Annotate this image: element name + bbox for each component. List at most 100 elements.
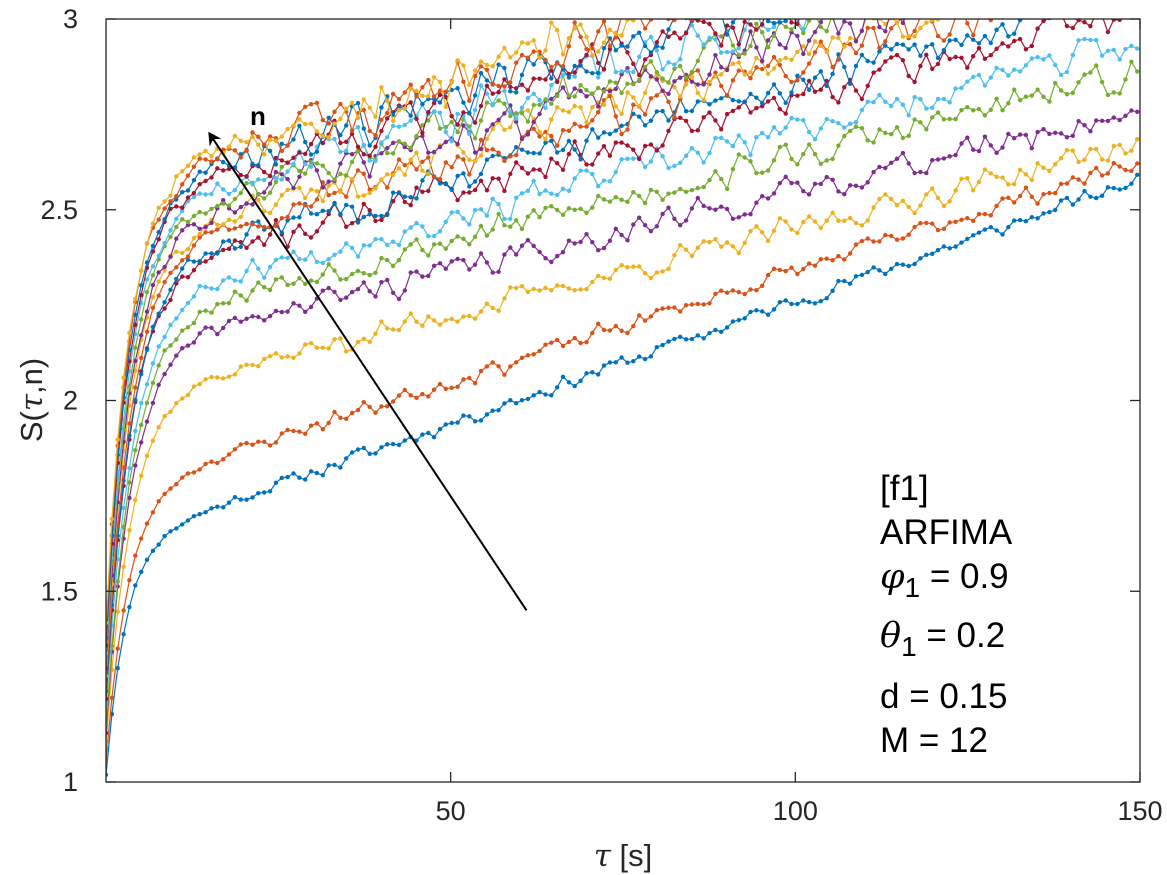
data-point bbox=[338, 116, 343, 122]
data-point bbox=[508, 109, 513, 115]
data-point bbox=[572, 241, 577, 246]
data-point bbox=[555, 161, 560, 166]
data-point bbox=[449, 238, 454, 244]
data-point bbox=[560, 283, 566, 289]
data-point bbox=[361, 143, 366, 148]
data-point bbox=[1082, 36, 1087, 42]
data-point bbox=[379, 404, 384, 409]
data-point bbox=[109, 516, 115, 522]
data-point bbox=[144, 557, 150, 562]
data-point bbox=[1100, 14, 1104, 18]
data-point bbox=[631, 359, 636, 364]
data-point bbox=[689, 187, 695, 193]
data-point bbox=[642, 112, 648, 117]
data-point bbox=[297, 123, 302, 128]
data-point bbox=[484, 100, 490, 105]
data-point bbox=[572, 26, 577, 31]
data-point bbox=[355, 287, 361, 292]
data-point bbox=[478, 251, 484, 256]
data-point bbox=[373, 451, 378, 456]
data-point bbox=[584, 162, 589, 167]
data-point bbox=[889, 196, 894, 202]
data-point bbox=[842, 125, 847, 130]
data-point bbox=[941, 244, 947, 249]
data-point bbox=[531, 49, 536, 54]
data-point bbox=[514, 285, 519, 291]
data-point bbox=[683, 82, 689, 87]
data-point bbox=[912, 170, 917, 176]
data-point bbox=[760, 12, 764, 16]
data-point bbox=[191, 235, 197, 241]
data-point bbox=[812, 301, 818, 306]
data-point bbox=[678, 13, 682, 17]
data-point bbox=[847, 21, 853, 26]
data-point bbox=[771, 266, 777, 271]
data-point bbox=[748, 309, 753, 315]
data-point bbox=[1099, 157, 1105, 162]
data-point bbox=[221, 376, 226, 381]
data-point bbox=[478, 64, 484, 69]
data-point bbox=[765, 38, 771, 43]
data-point bbox=[613, 114, 618, 119]
data-point bbox=[426, 188, 431, 194]
data-point bbox=[801, 266, 806, 272]
data-point bbox=[1053, 62, 1058, 68]
data-point bbox=[572, 383, 577, 389]
data-point bbox=[297, 110, 302, 116]
data-point bbox=[285, 176, 290, 182]
data-point bbox=[853, 50, 859, 56]
data-point bbox=[1006, 131, 1011, 137]
data-point bbox=[654, 48, 659, 53]
data-point bbox=[314, 421, 320, 426]
data-point bbox=[238, 244, 243, 249]
data-point bbox=[127, 578, 132, 583]
data-point bbox=[1023, 219, 1029, 224]
data-point bbox=[689, 146, 695, 151]
data-point bbox=[666, 128, 671, 134]
data-point bbox=[824, 83, 829, 89]
data-point bbox=[168, 234, 173, 240]
data-point bbox=[420, 130, 425, 135]
data-point bbox=[648, 34, 654, 40]
data-point bbox=[713, 118, 718, 123]
data-point bbox=[707, 102, 712, 107]
data-point bbox=[244, 148, 249, 153]
data-point bbox=[133, 296, 138, 302]
data-point bbox=[742, 140, 747, 145]
data-point bbox=[842, 192, 847, 197]
data-point bbox=[866, 7, 870, 11]
data-point bbox=[273, 440, 279, 445]
data-point bbox=[543, 285, 548, 291]
data-point bbox=[982, 113, 988, 118]
data-point bbox=[408, 270, 413, 275]
data-point bbox=[971, 218, 976, 223]
data-point bbox=[472, 262, 478, 267]
data-point bbox=[320, 272, 325, 277]
data-point bbox=[801, 70, 806, 75]
data-point bbox=[484, 213, 490, 218]
data-point bbox=[385, 146, 390, 151]
data-point bbox=[549, 83, 554, 88]
data-point bbox=[637, 215, 642, 220]
data-point bbox=[765, 312, 771, 317]
y-tick-label: 2.5 bbox=[40, 195, 78, 225]
data-point bbox=[572, 103, 577, 109]
data-point bbox=[859, 272, 865, 278]
data-point bbox=[519, 147, 525, 152]
data-point bbox=[555, 207, 560, 213]
data-point bbox=[883, 99, 888, 105]
data-point bbox=[555, 150, 560, 155]
data-point bbox=[291, 185, 296, 191]
data-point bbox=[865, 138, 870, 143]
data-point bbox=[1029, 215, 1035, 220]
data-point bbox=[174, 265, 179, 270]
data-point bbox=[607, 88, 613, 94]
data-point bbox=[215, 222, 220, 227]
data-point bbox=[127, 528, 132, 533]
data-point bbox=[496, 201, 501, 207]
data-point bbox=[344, 139, 349, 144]
data-point bbox=[297, 201, 302, 206]
data-point bbox=[777, 131, 782, 136]
data-point bbox=[660, 108, 665, 114]
data-point bbox=[988, 107, 993, 113]
